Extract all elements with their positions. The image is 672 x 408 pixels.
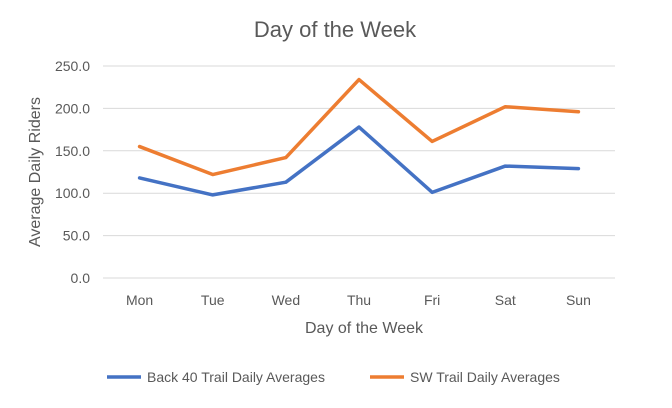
- x-tick-label: Thu: [347, 292, 371, 308]
- x-tick-label: Sat: [495, 292, 516, 308]
- y-tick-label: 250.0: [55, 58, 90, 74]
- legend-label-1: Back 40 Trail Daily Averages: [147, 369, 325, 385]
- x-axis-label: Day of the Week: [305, 320, 424, 337]
- legend-label-2: SW Trail Daily Averages: [410, 369, 560, 385]
- x-tick-label: Wed: [272, 292, 301, 308]
- x-tick-label: Tue: [201, 292, 225, 308]
- y-tick-label: 100.0: [55, 185, 90, 201]
- x-tick-label: Fri: [424, 292, 440, 308]
- y-axis-label: Average Daily Riders: [27, 97, 44, 247]
- y-tick-label: 200.0: [55, 100, 90, 116]
- series-line-1: [140, 127, 579, 195]
- y-tick-label: 0.0: [71, 270, 91, 286]
- x-tick-label: Sun: [566, 292, 591, 308]
- chart-title: Day of the Week: [254, 17, 417, 42]
- x-tick-label: Mon: [126, 292, 153, 308]
- y-tick-label: 50.0: [63, 228, 90, 244]
- y-tick-label: 150.0: [55, 143, 90, 159]
